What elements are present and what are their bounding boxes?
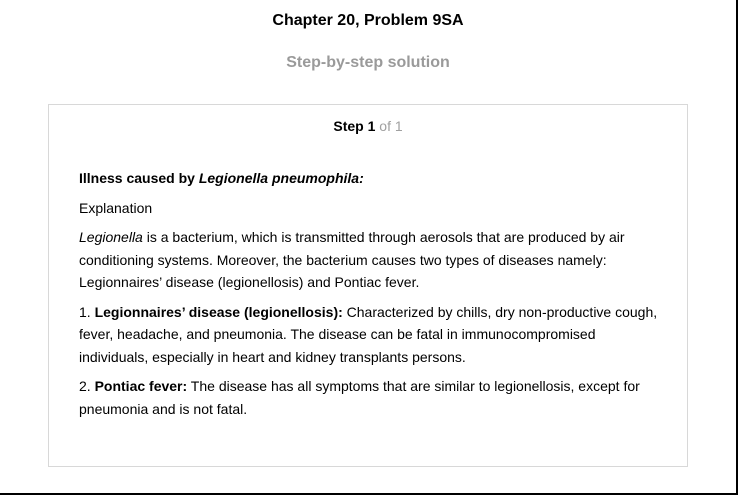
item2-text: The disease has all symptoms that are si… <box>79 378 640 417</box>
item2-term: Pontiac fever: <box>94 378 188 394</box>
item1-text: Characterized by chills, dry non-product… <box>79 303 658 365</box>
intro-organism: Legionella <box>79 229 143 245</box>
heading-prefix: Illness caused by <box>79 170 199 186</box>
section-heading: Illness caused by Legionella pneumophila… <box>79 167 659 190</box>
heading-organism: Legionella pneumophila: <box>198 170 364 186</box>
item1-number: 1. <box>79 303 95 320</box>
item1-term: Legionnaires’ disease (legionellosis): <box>94 303 343 320</box>
paragraph-intro: Legionella is a bacterium, which is tran… <box>79 226 659 294</box>
explanation-label: Explanation <box>79 199 153 216</box>
list-item-legionnaires: 1. Legionnaires’ disease (legionellosis)… <box>79 301 659 369</box>
list-item-pontiac: 2. Pontiac fever: The disease has all sy… <box>79 375 659 420</box>
solution-subtitle: Step-by-step solution <box>286 54 450 71</box>
intro-text: is a bacterium, which is transmitted thr… <box>79 229 625 290</box>
step-number: 1 <box>367 118 376 134</box>
step-of-total: of 1 <box>379 118 403 134</box>
step-indicator: Step 1 of 1 <box>49 118 687 134</box>
step-label: Step <box>333 118 364 134</box>
page-title: Chapter 20, Problem 9SA <box>272 12 464 29</box>
item2-number: 2. <box>79 378 95 394</box>
solution-card: Step 1 of 1 Illness caused by Legionella… <box>48 104 688 467</box>
solution-content: Illness caused by Legionella pneumophila… <box>79 167 659 427</box>
